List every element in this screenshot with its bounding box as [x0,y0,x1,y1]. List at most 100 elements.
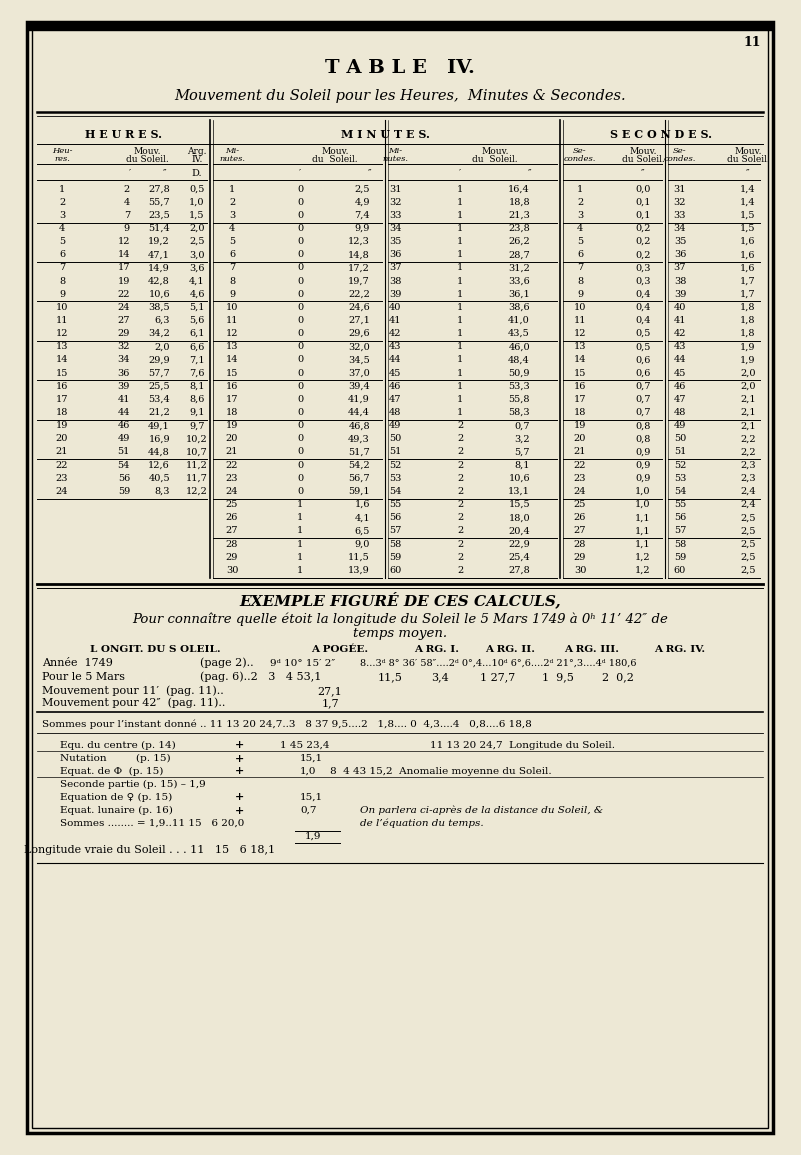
Text: 8...3ᵈ 8° 36′ 58″....2ᵈ 0°,4...10ᵈ 6°,6....2ᵈ 21°,3....4ᵈ 180,6: 8...3ᵈ 8° 36′ 58″....2ᵈ 0°,4...10ᵈ 6°,6.… [360,658,637,668]
Text: 4: 4 [577,224,583,233]
Text: 19: 19 [226,422,238,430]
Text: Mouvement pour 11′  (pag. 11)..: Mouvement pour 11′ (pag. 11).. [42,686,223,696]
Text: 2,5: 2,5 [740,527,756,536]
Text: 10,6: 10,6 [509,474,530,483]
Text: 15,1: 15,1 [300,753,323,762]
Text: 32: 32 [388,198,401,207]
Text: 43,5: 43,5 [509,329,530,338]
Text: 13,9: 13,9 [348,566,370,575]
Text: 3: 3 [229,211,235,219]
Text: 0,7: 0,7 [635,408,650,417]
Text: 1: 1 [229,185,235,194]
Text: D.: D. [191,169,203,178]
Text: 8  4 43 15,2  Anomalie moyenne du Soleil.: 8 4 43 15,2 Anomalie moyenne du Soleil. [330,767,552,775]
Text: 2: 2 [457,539,463,549]
Text: S E C O N D E S.: S E C O N D E S. [610,128,713,140]
Text: 12: 12 [226,329,238,338]
Text: 0,8: 0,8 [635,434,650,444]
Text: 15: 15 [226,368,238,378]
Text: 28,7: 28,7 [509,251,530,259]
Text: M I N U T E S.: M I N U T E S. [340,128,429,140]
Text: 0: 0 [297,303,303,312]
Text: 36,1: 36,1 [509,290,530,299]
Text: IV.: IV. [191,155,203,164]
Text: 7: 7 [229,263,235,273]
Text: condes.: condes. [664,155,696,163]
Text: 16: 16 [226,382,238,390]
Text: 4,6: 4,6 [189,290,205,299]
Text: 1: 1 [457,263,463,273]
Text: 49: 49 [118,434,130,444]
Text: 23: 23 [226,474,238,483]
Text: 14,9: 14,9 [148,263,170,273]
Text: 31: 31 [388,185,401,194]
Text: 24,6: 24,6 [348,303,370,312]
Text: 1,0: 1,0 [635,500,650,509]
Text: 19: 19 [574,422,586,430]
Text: 55,7: 55,7 [148,198,170,207]
Text: 2,1: 2,1 [740,395,756,404]
Text: 16,9: 16,9 [148,434,170,444]
Text: 2: 2 [229,198,235,207]
Text: Mouvement pour 42″  (pag. 11)..: Mouvement pour 42″ (pag. 11).. [42,698,225,708]
Text: 58: 58 [388,539,401,549]
Text: 12,2: 12,2 [186,487,208,495]
Text: 8,1: 8,1 [189,382,205,390]
Text: Mouv.: Mouv. [321,147,348,156]
Text: 0: 0 [297,251,303,259]
Text: 2,3: 2,3 [740,474,756,483]
Text: 9: 9 [59,290,65,299]
Text: 46: 46 [674,382,686,390]
Text: 33: 33 [674,211,686,219]
Text: du  Soleil.: du Soleil. [472,155,517,164]
Text: A RG. IV.: A RG. IV. [654,644,706,654]
Text: 25,5: 25,5 [148,382,170,390]
Text: 19: 19 [118,276,130,285]
Text: 1,4: 1,4 [740,185,756,194]
Text: 51: 51 [388,447,401,456]
Text: 0: 0 [297,487,303,495]
Text: 19,7: 19,7 [348,276,370,285]
Text: 37: 37 [388,263,401,273]
Text: 49: 49 [388,422,401,430]
Text: 39: 39 [674,290,686,299]
Text: 1: 1 [297,527,303,536]
Text: 5: 5 [577,237,583,246]
Text: 6,1: 6,1 [189,329,205,338]
Text: 26: 26 [226,513,238,522]
Text: 11: 11 [226,316,238,325]
Text: ″: ″ [368,169,372,178]
Text: 6: 6 [59,251,65,259]
Text: Nutation         (p. 15): Nutation (p. 15) [60,753,171,762]
Text: 37,0: 37,0 [348,368,370,378]
Text: 2  0,2: 2 0,2 [602,672,634,681]
Text: 8: 8 [229,276,235,285]
Text: 0: 0 [297,382,303,390]
Text: 18,0: 18,0 [509,513,530,522]
Text: res.: res. [54,155,70,163]
Text: 12: 12 [574,329,586,338]
Text: 16: 16 [56,382,68,390]
Text: 21: 21 [56,447,68,456]
Text: 30: 30 [574,566,586,575]
Text: 50: 50 [388,434,401,444]
Text: 14: 14 [118,251,130,259]
Text: 32: 32 [118,342,130,351]
Text: 21: 21 [226,447,238,456]
Text: 34,5: 34,5 [348,356,370,365]
Text: 27,8: 27,8 [509,566,530,575]
Text: 8,6: 8,6 [189,395,205,404]
Text: 41,0: 41,0 [509,316,530,325]
Text: 59,1: 59,1 [348,487,370,495]
Text: 18: 18 [226,408,238,417]
Text: 12,3: 12,3 [348,237,370,246]
Text: 44,4: 44,4 [348,408,370,417]
Text: 2,5: 2,5 [740,553,756,561]
Text: 7: 7 [577,263,583,273]
Text: 1: 1 [297,513,303,522]
Text: 27,1: 27,1 [318,686,342,696]
Text: 1,7: 1,7 [740,290,756,299]
Text: 12: 12 [118,237,130,246]
Text: 42: 42 [388,329,401,338]
Text: 1,5: 1,5 [740,224,756,233]
